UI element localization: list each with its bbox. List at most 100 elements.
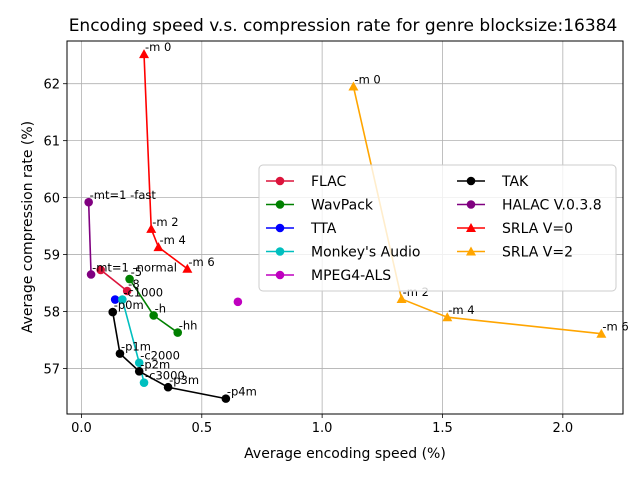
legend-entry: WavPack xyxy=(266,198,374,214)
data-point xyxy=(173,328,183,337)
legend-marker xyxy=(466,246,476,256)
legend-label: FLAC xyxy=(311,174,347,190)
data-point xyxy=(182,263,193,273)
point-annotation: -h xyxy=(155,301,166,315)
data-point xyxy=(86,270,96,279)
plot-frame xyxy=(66,40,624,415)
legend-label: Monkey's Audio xyxy=(311,245,420,261)
legend-label: TTA xyxy=(310,221,337,237)
data-point xyxy=(115,349,125,358)
data-point xyxy=(96,265,105,275)
data-point xyxy=(442,312,453,322)
annotation-layer: -8-5 -h -hh -c1000 -c2000 -c3000 -p0m -p1m -p2m -… xyxy=(90,40,629,399)
y-axis-label: Average compression rate (%) xyxy=(20,121,36,333)
point-annotation: -5 xyxy=(131,265,142,279)
data-point xyxy=(348,81,359,91)
legend-marker xyxy=(466,176,476,186)
legend-marker xyxy=(275,270,285,280)
series-line xyxy=(100,269,128,292)
data-point xyxy=(221,394,231,403)
legend-label: SRLA V=2 xyxy=(502,245,573,261)
data-point xyxy=(146,223,157,233)
x-tick-label: 0.0 xyxy=(71,421,92,436)
point-annotation: -mt=1 -fast xyxy=(90,188,157,202)
legend: FLAC WavPack TTA Monkey's Audio MPEG4-ALS TAK… xyxy=(258,164,617,292)
legend-entry: FLAC xyxy=(266,174,347,190)
series-halac-v-0-3-8 xyxy=(84,197,96,279)
point-annotation: -p4m xyxy=(227,385,257,399)
point-annotation: -p0m xyxy=(114,298,144,312)
legend-box xyxy=(258,164,617,292)
point-annotation: -c2000 xyxy=(140,349,180,363)
legend-marker xyxy=(275,223,285,233)
point-annotation: -m 0 xyxy=(145,40,171,54)
series-line xyxy=(143,54,188,270)
x-tick-label: 1.5 xyxy=(432,421,453,436)
series-monkey-s-audio xyxy=(118,295,149,387)
data-point xyxy=(139,378,149,387)
legend-entry: SRLA V=0 xyxy=(457,221,573,237)
point-annotation: -hh xyxy=(179,319,198,333)
data-point xyxy=(396,293,407,303)
data-point xyxy=(139,49,150,59)
legend-label: MPEG4-ALS xyxy=(311,268,391,284)
legend-entry: Monkey's Audio xyxy=(266,245,420,261)
legend-marker xyxy=(466,200,476,209)
y-tick-label: 61 xyxy=(43,135,60,150)
point-annotation: -c3000 xyxy=(145,369,185,383)
series-mpeg4-als xyxy=(233,297,243,307)
point-annotation: -p3m xyxy=(169,373,199,387)
legend-label: TAK xyxy=(501,174,529,190)
legend-entry: TTA xyxy=(266,221,337,237)
x-tick-label: 2.0 xyxy=(552,421,573,436)
data-point xyxy=(134,358,144,368)
data-point xyxy=(118,295,127,304)
point-annotation: -8 xyxy=(128,277,139,291)
x-tick-label: 0.5 xyxy=(191,421,212,436)
data-point xyxy=(110,295,120,304)
legend-marker xyxy=(275,176,285,186)
series-layer xyxy=(84,49,607,403)
legend-entry: MPEG4-ALS xyxy=(266,268,391,284)
series-tta xyxy=(110,295,120,304)
point-annotation: -m 6 xyxy=(188,255,214,269)
data-point xyxy=(125,274,134,284)
y-tick-label: 60 xyxy=(43,192,60,207)
legend-marker xyxy=(466,223,476,232)
legend-label: SRLA V=0 xyxy=(502,221,573,237)
data-point xyxy=(596,328,607,338)
point-annotation: -c1000 xyxy=(123,286,163,300)
legend-entry: SRLA V=2 xyxy=(457,245,573,261)
legend-label: HALAC V.0.3.8 xyxy=(502,198,602,214)
legend-label: WavPack xyxy=(311,198,374,214)
point-annotation: -mt=1 -normal xyxy=(92,260,177,274)
data-point xyxy=(108,307,118,317)
legend-marker xyxy=(275,247,285,256)
x-tick-label: 1.0 xyxy=(312,421,333,436)
series-flac xyxy=(96,265,132,296)
point-annotation: -m 4 xyxy=(448,303,474,317)
chart-title: Encoding speed v.s. compression rate for… xyxy=(69,16,618,36)
series-srla-v-0 xyxy=(139,49,193,273)
data-point xyxy=(134,366,144,376)
series-tak xyxy=(108,307,231,403)
point-annotation: -m 2 xyxy=(152,215,178,229)
data-point xyxy=(122,286,132,296)
legend-entry: HALAC V.0.3.8 xyxy=(457,198,602,214)
legend-entry: TAK xyxy=(457,174,529,190)
series-wavpack xyxy=(125,274,183,337)
series-line xyxy=(87,202,92,275)
axis-ticks: 0.0 0.5 1.0 1.5 2.0 57 58 59 60 61 62 xyxy=(43,78,573,436)
y-tick-label: 62 xyxy=(43,78,60,93)
legend-marker xyxy=(275,200,285,209)
y-tick-label: 59 xyxy=(43,249,60,264)
point-annotation: -p1m xyxy=(121,340,151,354)
x-axis-label: Average encoding speed (%) xyxy=(244,446,446,462)
y-tick-label: 57 xyxy=(43,362,60,377)
point-annotation: -m 6 xyxy=(602,320,628,334)
data-point xyxy=(233,297,243,307)
point-annotation: -p2m xyxy=(140,357,170,371)
point-annotation: -m 0 xyxy=(354,73,380,87)
